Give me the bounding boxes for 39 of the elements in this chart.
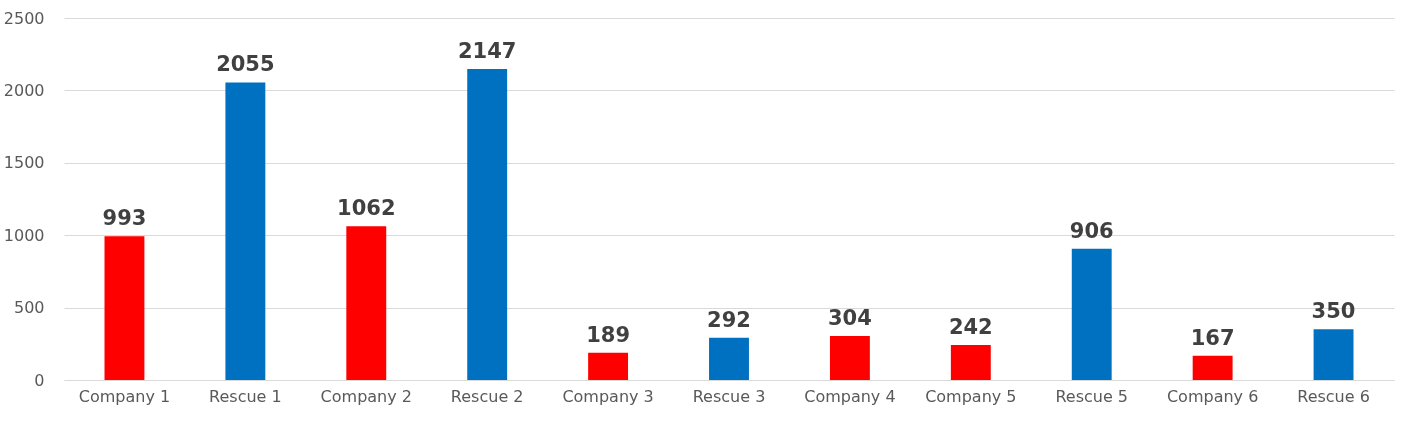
x-tick-label: Company 1 [78, 386, 171, 406]
data-label: 906 [1069, 218, 1114, 243]
bar [1313, 329, 1354, 380]
bar [104, 236, 145, 380]
bar [709, 337, 749, 380]
data-label: 1062 [337, 196, 396, 221]
y-tick-label: 1500 [3, 153, 45, 173]
x-tick-label: Rescue 2 [450, 386, 524, 406]
bar [829, 335, 870, 380]
x-tick-label: Company 2 [320, 386, 412, 406]
y-tick-label: 2500 [3, 8, 45, 28]
y-tick-label: 1000 [3, 225, 45, 245]
x-tick-label: Company 3 [562, 386, 654, 406]
x-tick-label: Rescue 6 [1297, 386, 1370, 406]
bar [346, 226, 387, 380]
x-tick-label: Rescue 5 [1055, 386, 1129, 406]
x-tick-label: Rescue 3 [692, 386, 766, 406]
y-tick-label: 500 [13, 298, 45, 318]
bar [1192, 355, 1233, 380]
x-tick-label: Company 4 [804, 386, 896, 406]
data-label: 189 [586, 322, 631, 347]
data-label: 167 [1190, 325, 1235, 350]
data-label: 2147 [457, 39, 517, 64]
x-tick-label: Company 5 [925, 386, 1017, 406]
y-tick-label: 0 [34, 370, 45, 390]
data-label: 2055 [216, 52, 275, 77]
bar [1071, 248, 1112, 380]
bar [467, 69, 508, 380]
data-label: 304 [827, 305, 872, 330]
x-tick-label: Company 6 [1166, 386, 1259, 406]
bar [950, 344, 991, 380]
data-label: 242 [948, 314, 993, 339]
bar [588, 352, 629, 380]
x-tick-label: Rescue 1 [209, 386, 282, 406]
data-label: 292 [707, 307, 751, 332]
data-label: 993 [102, 206, 147, 231]
y-tick-label: 2000 [3, 80, 45, 100]
data-label: 350 [1311, 299, 1356, 324]
bar [225, 82, 266, 380]
